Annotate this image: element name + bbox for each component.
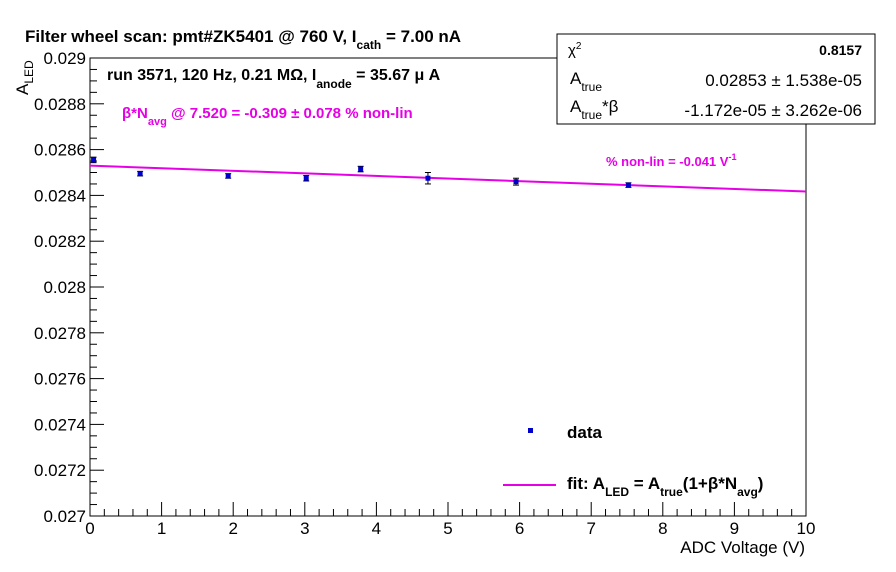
stats-chi2-label: χ2 — [568, 41, 582, 59]
data-point — [513, 179, 519, 185]
x-tick-label: 10 — [797, 519, 816, 538]
legend-data-marker — [528, 428, 533, 433]
points-layer — [90, 156, 632, 188]
data-point — [358, 166, 364, 172]
x-tick-label: 6 — [515, 519, 524, 538]
data-point — [91, 157, 97, 163]
stats-abeta-label: Atrue*β — [570, 97, 619, 122]
stats-abeta-value: -1.172e-05 ± 3.262e-06 — [684, 101, 862, 120]
x-tick-label: 7 — [586, 519, 595, 538]
plot-frame — [89, 57, 807, 517]
data-point — [137, 171, 143, 177]
data-point — [425, 175, 431, 181]
data-point — [625, 182, 631, 188]
fit-layer — [89, 164, 807, 193]
y-tick-label: 0.0282 — [34, 232, 86, 251]
y-axis-label: ALED — [13, 60, 36, 95]
x-tick-label: 2 — [228, 519, 237, 538]
y-axis: 0.027 0.0272 0.0274 0.0276 0.0278 0.028 0.0282… — [34, 49, 104, 526]
x-tick-label: 3 — [300, 519, 309, 538]
legend: data fit: ALED = Atrue(1+β*Navg) — [503, 423, 763, 499]
chart-title: Filter wheel scan: pmt#ZK5401 @ 760 V, I… — [25, 27, 461, 52]
x-tick-label: 9 — [730, 519, 739, 538]
data-point — [303, 175, 309, 181]
x-tick-label: 0 — [85, 519, 94, 538]
y-tick-label: 0.0272 — [34, 461, 86, 480]
y-tick-label: 0.0284 — [34, 186, 86, 205]
nonlin-annotation: % non-lin = -0.041 V-1 — [606, 152, 736, 169]
legend-fit-label: fit: ALED = Atrue(1+β*Navg) — [567, 474, 763, 499]
legend-data-label: data — [567, 423, 603, 442]
stats-chi2-value: 0.8157 — [819, 42, 862, 58]
beta-annotation: β*Navg @ 7.520 = -0.309 ± 0.078 % non-li… — [122, 105, 413, 128]
stats-box-frame — [556, 33, 876, 125]
stats-atrue-label: Atrue — [570, 69, 602, 94]
fit-line — [89, 164, 807, 193]
stats-box: χ2 0.8157 Atrue 0.02853 ± 1.538e-05 Atru… — [556, 33, 876, 125]
x-axis-label: ADC Voltage (V) — [680, 538, 805, 557]
data-point — [225, 173, 231, 179]
y-tick-label: 0.0286 — [34, 141, 86, 160]
y-tick-label: 0.029 — [43, 49, 86, 68]
y-tick-label: 0.028 — [43, 278, 86, 297]
stats-atrue-value: 0.02853 ± 1.538e-05 — [705, 71, 862, 90]
y-tick-label: 0.0274 — [34, 415, 86, 434]
y-tick-label: 0.027 — [43, 507, 86, 526]
x-tick-label: 1 — [157, 519, 166, 538]
y-tick-label: 0.0276 — [34, 370, 86, 389]
run-annotation: run 3571, 120 Hz, 0.21 MΩ, Ianode = 35.6… — [107, 67, 441, 91]
y-tick-label: 0.0288 — [34, 95, 86, 114]
x-tick-label: 8 — [658, 519, 667, 538]
x-axis: 0 1 2 3 4 5 6 7 8 9 10 — [85, 502, 815, 538]
x-tick-label: 4 — [372, 519, 381, 538]
y-tick-label: 0.0278 — [34, 324, 86, 343]
x-tick-label: 5 — [443, 519, 452, 538]
